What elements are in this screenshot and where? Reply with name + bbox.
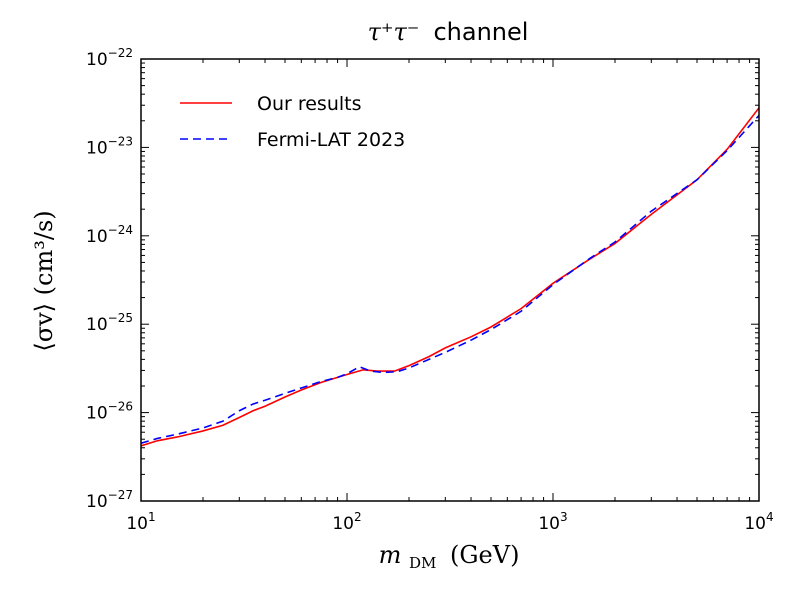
legend-label-fermi-lat: Fermi-LAT 2023 <box>257 129 405 151</box>
chart-title-math: τ⁺τ⁻ <box>368 18 420 46</box>
y-tick-label: 10−24 <box>86 223 133 247</box>
x-tick-label: 104 <box>744 510 773 534</box>
x-axis-label-unit: (GeV) <box>450 541 519 569</box>
y-tick-label: 10−26 <box>86 400 133 424</box>
y-axis-label: ⟨σv⟩ (cm³/s) <box>30 210 58 351</box>
y-tick-label: 10−23 <box>86 134 133 158</box>
x-tick-label: 101 <box>126 510 155 534</box>
x-tick-label: 103 <box>538 510 567 534</box>
plot-frame <box>140 58 760 502</box>
series-line-0 <box>141 107 759 447</box>
x-tick-label: 102 <box>332 510 361 534</box>
series-line-1 <box>141 114 759 445</box>
chart-title-text: channel <box>433 18 528 46</box>
y-tick-label: 10−27 <box>86 488 133 512</box>
x-axis-label: m DM (GeV) <box>379 541 520 574</box>
chart-title: τ⁺τ⁻ channel <box>368 18 529 46</box>
legend-label-our-results: Our results <box>257 93 362 115</box>
y-tick-label: 10−22 <box>86 46 133 70</box>
x-axis-label-subscript: DM <box>409 554 436 572</box>
legend: Our results Fermi-LAT 2023 <box>180 93 405 151</box>
y-tick-label: 10−25 <box>86 311 133 335</box>
series-layer <box>141 107 759 447</box>
x-axis-label-symbol: m <box>379 541 402 569</box>
tick-layer: 101 102 103 104 10−27 10−26 10−25 10−24 10−23 10−… <box>86 46 774 534</box>
